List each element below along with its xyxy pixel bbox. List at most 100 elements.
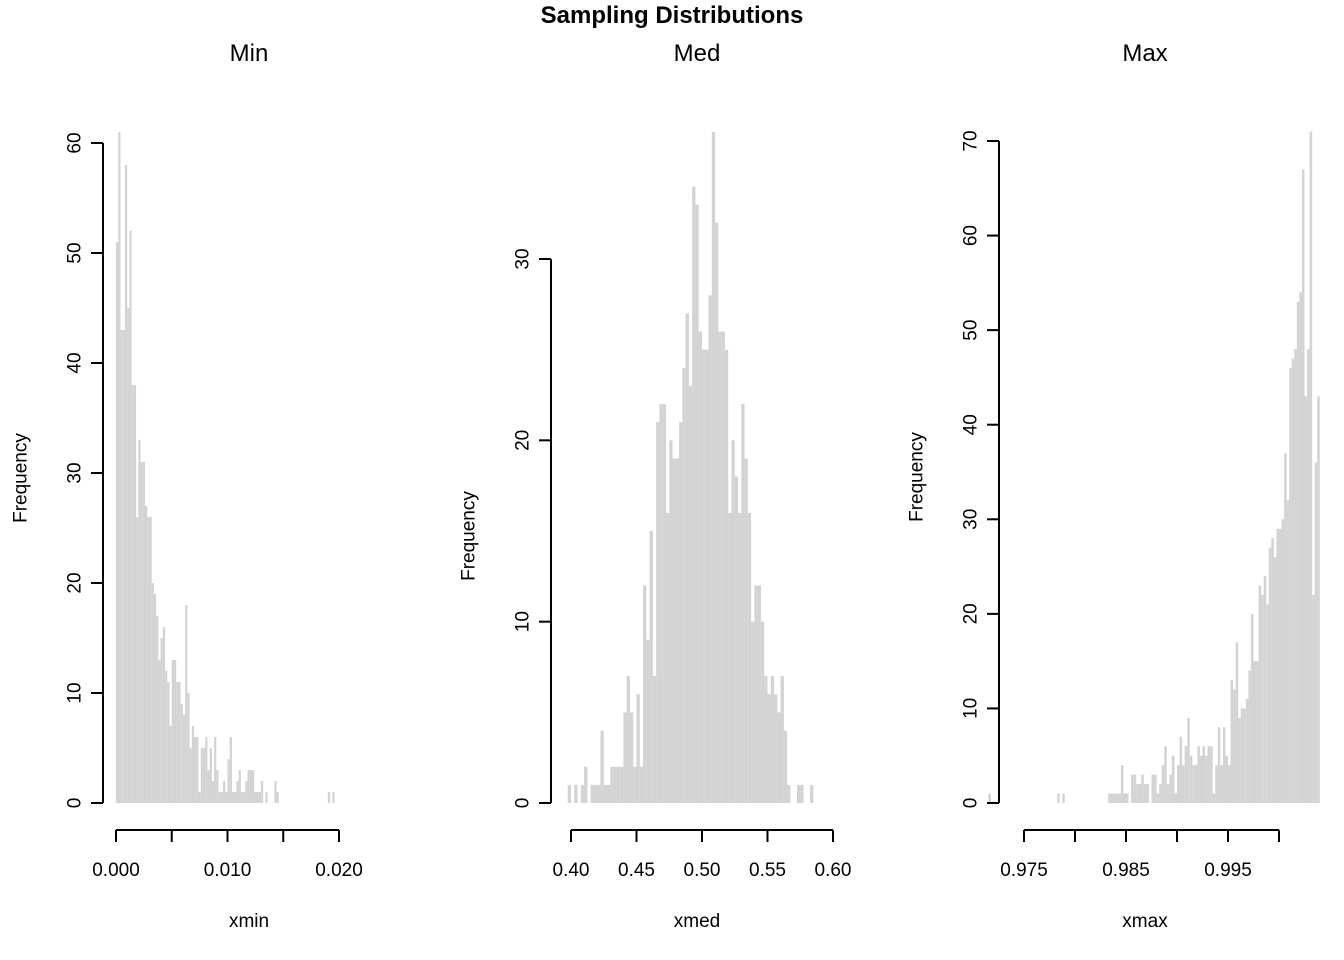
histogram-bar — [116, 242, 119, 803]
histogram-bar — [265, 792, 268, 803]
histogram-bar — [1210, 746, 1213, 803]
histogram-bar — [156, 616, 159, 803]
histogram-bar — [171, 660, 174, 803]
histogram-bar — [1154, 774, 1157, 803]
histogram-bar — [182, 715, 186, 803]
histogram-bar — [1133, 774, 1137, 803]
histogram-bar — [118, 132, 121, 803]
histogram-bar — [196, 737, 199, 803]
histogram-bar — [1222, 727, 1226, 803]
histogram-bar — [1225, 755, 1228, 803]
histogram-bar — [231, 792, 235, 803]
histogram-bar — [216, 770, 219, 803]
histogram-bar — [636, 694, 640, 803]
y-tick-label: 20 — [961, 603, 982, 624]
histogram-bar — [584, 766, 588, 803]
histogram-bar — [1261, 594, 1264, 803]
histogram-bar — [1273, 557, 1277, 803]
histogram-bar — [580, 784, 585, 803]
histogram-bar — [243, 792, 246, 803]
histogram-bar — [1115, 793, 1119, 803]
histogram-bar — [1174, 793, 1177, 803]
histogram-bar — [767, 694, 771, 803]
histogram-bar — [1199, 755, 1203, 803]
histogram-bar — [1238, 717, 1241, 803]
histogram-bar — [144, 506, 148, 803]
histogram-bar — [672, 458, 676, 803]
histogram-bar — [787, 784, 791, 803]
main-title: Sampling Distributions — [540, 2, 804, 29]
histogram-bar — [1113, 793, 1116, 803]
histogram-bar — [1161, 765, 1165, 803]
y-tick-label: 0 — [65, 798, 86, 809]
y-tick-label: 10 — [65, 682, 86, 703]
histogram-bar — [194, 737, 197, 803]
histogram-bar — [623, 712, 627, 803]
histogram-bar — [708, 295, 712, 803]
y-axis-label: Frequency — [907, 432, 928, 522]
histogram-bar — [1228, 765, 1231, 803]
y-tick-label: 30 — [513, 248, 534, 269]
histogram-bar — [1110, 793, 1114, 803]
histogram-bar — [1291, 358, 1295, 803]
y-tick-label: 30 — [65, 462, 86, 483]
histogram-bar — [747, 512, 752, 803]
histogram-bar — [659, 404, 663, 803]
histogram-bar — [1271, 538, 1274, 803]
histogram-bar — [1141, 774, 1144, 803]
histogram-bar — [593, 784, 598, 803]
histogram-bar — [988, 793, 991, 803]
histogram-bar — [731, 440, 735, 803]
histogram-bar — [656, 422, 660, 803]
histogram-bar — [1126, 793, 1129, 803]
histogram-bar — [603, 784, 608, 803]
histogram-bar — [165, 671, 168, 803]
histogram-bar — [200, 748, 203, 803]
histogram-bar — [1205, 755, 1208, 803]
x-tick-label: 0.020 — [315, 860, 363, 881]
histogram-bar — [770, 676, 775, 803]
histogram-bar — [1309, 131, 1313, 804]
histogram-bar — [1314, 462, 1318, 803]
x-tick-label: 0.60 — [815, 860, 852, 881]
histogram-bar — [178, 682, 181, 803]
histogram-bar — [1243, 708, 1246, 803]
histogram-bar — [234, 792, 237, 803]
histogram-bar — [142, 462, 145, 803]
histogram-bar — [780, 676, 784, 803]
histogram-bar — [167, 682, 170, 803]
histogram-bar — [718, 331, 722, 803]
histogram-bar — [332, 792, 335, 803]
histogram-bar — [652, 676, 657, 803]
histogram-bar — [274, 781, 277, 803]
histogram-bar — [131, 385, 134, 803]
histogram-bar — [724, 349, 729, 803]
histogram-bar — [1120, 765, 1124, 803]
histogram-bar — [711, 132, 716, 803]
histogram-bar — [1245, 698, 1249, 803]
histogram-bar — [1136, 784, 1139, 803]
histogram-bar — [1266, 604, 1269, 803]
histogram-bar — [1151, 774, 1155, 803]
histogram-bar — [327, 792, 331, 803]
histogram-bar — [149, 517, 152, 803]
histogram-bar — [1268, 547, 1272, 803]
histogram-bar — [187, 693, 190, 803]
x-axis-label: xmed — [674, 911, 720, 932]
x-tick-label: 0.010 — [204, 860, 252, 881]
histogram-bar — [646, 639, 650, 803]
histogram-bar — [796, 784, 801, 803]
histogram-bar — [633, 766, 637, 803]
histogram-bar — [124, 165, 128, 803]
histogram-bar — [1159, 784, 1162, 803]
histogram-bar — [1248, 670, 1251, 803]
y-tick-label: 50 — [961, 320, 982, 341]
x-tick-label: 0.995 — [1204, 860, 1252, 881]
y-tick-label: 60 — [65, 132, 86, 153]
histogram-bar — [662, 404, 666, 803]
histogram-bar — [1215, 765, 1218, 803]
y-tick-label: 0 — [513, 798, 534, 809]
histogram-bar — [1253, 661, 1257, 803]
histogram-bar — [1304, 396, 1308, 803]
histogram-bar — [1212, 793, 1216, 803]
